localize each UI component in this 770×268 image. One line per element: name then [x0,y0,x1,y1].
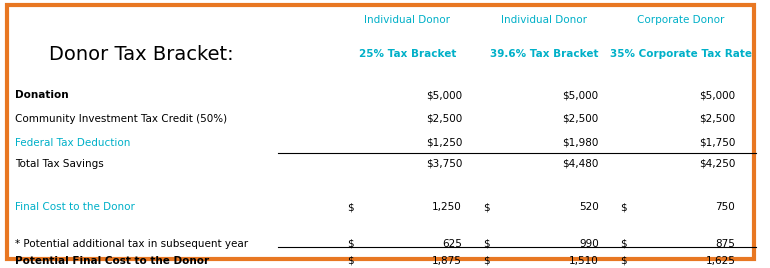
Text: $5,000: $5,000 [426,90,462,100]
Text: $4,480: $4,480 [562,159,598,169]
Text: $: $ [620,239,627,249]
Text: $: $ [346,239,353,249]
Text: $1,250: $1,250 [426,137,462,148]
Text: $: $ [484,202,490,212]
Text: Corporate Donor: Corporate Donor [637,15,725,25]
Text: $: $ [620,202,627,212]
Text: * Potential additional tax in subsequent year: * Potential additional tax in subsequent… [15,239,248,249]
Text: Individual Donor: Individual Donor [364,15,450,25]
Text: 875: 875 [715,239,735,249]
FancyBboxPatch shape [8,5,754,259]
Text: 520: 520 [579,202,598,212]
Text: $1,980: $1,980 [562,137,598,148]
Text: Final Cost to the Donor: Final Cost to the Donor [15,202,135,212]
Text: Donor Tax Bracket:: Donor Tax Bracket: [49,45,234,64]
Text: 750: 750 [715,202,735,212]
Text: $1,750: $1,750 [699,137,735,148]
Text: 25% Tax Bracket: 25% Tax Bracket [359,49,456,59]
Text: 35% Corporate Tax Rate: 35% Corporate Tax Rate [610,49,752,59]
Text: Potential Final Cost to the Donor: Potential Final Cost to the Donor [15,256,209,266]
Text: 39.6% Tax Bracket: 39.6% Tax Bracket [490,49,598,59]
Text: $4,250: $4,250 [699,159,735,169]
Text: $: $ [484,256,490,266]
Text: $3,750: $3,750 [426,159,462,169]
Text: $2,500: $2,500 [426,114,462,124]
Text: $2,500: $2,500 [699,114,735,124]
Text: 1,510: 1,510 [569,256,598,266]
Text: 990: 990 [579,239,598,249]
Text: Community Investment Tax Credit (50%): Community Investment Tax Credit (50%) [15,114,227,124]
Text: $2,500: $2,500 [562,114,598,124]
Text: 1,250: 1,250 [432,202,462,212]
Text: 625: 625 [442,239,462,249]
Text: Individual Donor: Individual Donor [501,15,587,25]
Text: $: $ [346,202,353,212]
Text: Federal Tax Deduction: Federal Tax Deduction [15,137,130,148]
Text: $: $ [620,256,627,266]
Text: Total Tax Savings: Total Tax Savings [15,159,104,169]
Text: 1,625: 1,625 [705,256,735,266]
Text: $: $ [484,239,490,249]
Text: $5,000: $5,000 [563,90,598,100]
Text: Donation: Donation [15,90,69,100]
Text: $: $ [346,256,353,266]
Text: 1,875: 1,875 [432,256,462,266]
Text: $5,000: $5,000 [699,90,735,100]
